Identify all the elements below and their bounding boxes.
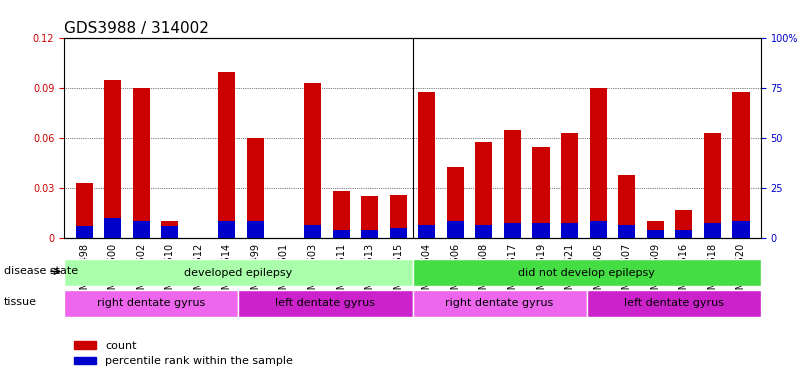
Bar xyxy=(75,227,93,238)
Bar xyxy=(646,230,664,238)
Bar xyxy=(475,142,493,238)
Bar xyxy=(675,210,692,238)
Bar xyxy=(533,147,549,238)
Bar xyxy=(133,222,150,238)
Text: GDS3988 / 314002: GDS3988 / 314002 xyxy=(64,21,209,36)
Bar xyxy=(618,175,635,238)
Bar xyxy=(646,222,664,238)
Bar xyxy=(133,88,150,238)
Bar xyxy=(332,230,350,238)
Text: right dentate gyrus: right dentate gyrus xyxy=(97,298,205,308)
Bar xyxy=(447,222,464,238)
Bar xyxy=(675,230,692,238)
Bar xyxy=(332,192,350,238)
Text: disease state: disease state xyxy=(4,266,78,276)
Bar xyxy=(590,88,606,238)
Bar xyxy=(418,225,436,238)
Bar xyxy=(561,223,578,238)
Bar xyxy=(475,225,493,238)
Bar xyxy=(219,222,235,238)
Bar xyxy=(389,228,407,238)
Bar xyxy=(732,92,750,238)
Legend: count, percentile rank within the sample: count, percentile rank within the sample xyxy=(70,336,297,371)
Bar xyxy=(104,80,121,238)
Text: tissue: tissue xyxy=(4,297,37,307)
Bar xyxy=(504,223,521,238)
Text: developed epilepsy: developed epilepsy xyxy=(184,268,292,278)
Bar xyxy=(704,223,721,238)
FancyBboxPatch shape xyxy=(238,290,413,317)
Bar xyxy=(389,195,407,238)
Bar xyxy=(504,130,521,238)
FancyBboxPatch shape xyxy=(413,259,761,286)
Bar xyxy=(247,222,264,238)
Text: left dentate gyrus: left dentate gyrus xyxy=(624,298,724,308)
Bar xyxy=(590,222,606,238)
Bar xyxy=(247,138,264,238)
Bar xyxy=(447,167,464,238)
Bar xyxy=(561,133,578,238)
Bar xyxy=(219,72,235,238)
Bar xyxy=(104,218,121,238)
Bar xyxy=(361,230,378,238)
Bar xyxy=(618,225,635,238)
Bar xyxy=(75,183,93,238)
Bar xyxy=(704,133,721,238)
Bar xyxy=(361,197,378,238)
Bar xyxy=(418,92,436,238)
FancyBboxPatch shape xyxy=(586,290,761,317)
Bar xyxy=(161,227,179,238)
FancyBboxPatch shape xyxy=(64,290,238,317)
FancyBboxPatch shape xyxy=(64,259,413,286)
Bar xyxy=(161,222,179,238)
Text: left dentate gyrus: left dentate gyrus xyxy=(276,298,376,308)
Bar xyxy=(304,225,321,238)
Text: right dentate gyrus: right dentate gyrus xyxy=(445,298,553,308)
Bar xyxy=(304,83,321,238)
FancyBboxPatch shape xyxy=(413,290,586,317)
Bar xyxy=(732,222,750,238)
Bar xyxy=(533,223,549,238)
Text: did not develop epilepsy: did not develop epilepsy xyxy=(518,268,655,278)
